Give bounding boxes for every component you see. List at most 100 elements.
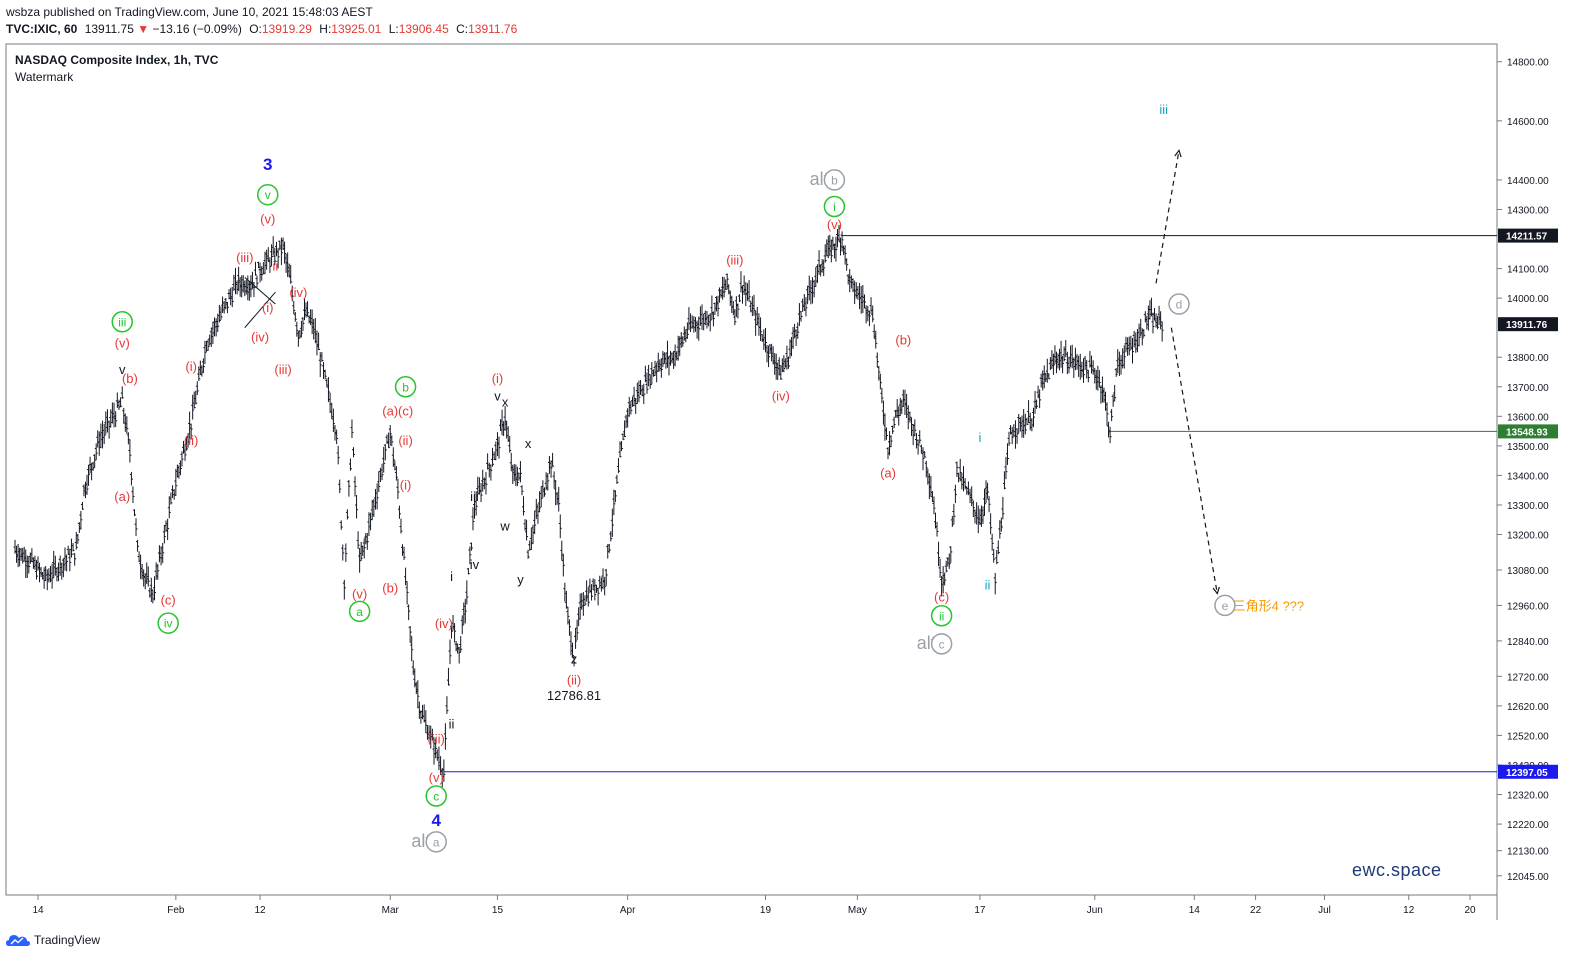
wave-label: (iv) xyxy=(435,616,453,631)
wave-label: w xyxy=(499,519,510,534)
wave-label-circle xyxy=(157,612,179,634)
wave-label-circle xyxy=(823,195,846,218)
low-value: 13906.45 xyxy=(398,22,449,36)
wave-label: (b) xyxy=(895,332,911,347)
forecast-arrowhead xyxy=(1212,586,1220,595)
forecast-arrowhead xyxy=(1174,149,1182,158)
y-tick-label: 12045.00 xyxy=(1507,872,1549,883)
high-value: 13925.01 xyxy=(331,22,382,36)
x-tick-label: Mar xyxy=(382,905,400,916)
open-label: O: xyxy=(249,22,262,36)
y-tick-label: 13080.00 xyxy=(1507,566,1549,577)
y-tick-label: 14400.00 xyxy=(1507,176,1549,187)
wave-label: (i) xyxy=(262,300,274,315)
wave-label: (v) xyxy=(115,335,130,350)
wave-label: a xyxy=(356,605,363,619)
y-tick-label: 12720.00 xyxy=(1507,672,1549,683)
y-tick-label: 13400.00 xyxy=(1507,471,1549,482)
x-tick-label: 22 xyxy=(1250,905,1262,916)
wave-label: y xyxy=(517,572,524,587)
wave-label: iii xyxy=(118,315,126,329)
footer-logo-text: TradingView xyxy=(34,933,101,947)
level-price-tag xyxy=(1498,317,1558,332)
wave-label: (iii) xyxy=(726,253,743,268)
wave-label: ii xyxy=(449,717,455,732)
wave-label-circle xyxy=(1168,293,1190,315)
y-tick-label: 14600.00 xyxy=(1507,117,1549,128)
y-tick-label: 12130.00 xyxy=(1507,847,1549,858)
y-tick-label: 12960.00 xyxy=(1507,601,1549,612)
wave-label-circle xyxy=(394,376,417,398)
down-arrow-icon: ▼ xyxy=(137,22,150,36)
wave-label-circle xyxy=(425,831,447,853)
wave-label: (ii) xyxy=(567,672,581,687)
wave-label: (b) xyxy=(122,371,138,386)
wave-label-circle xyxy=(823,169,846,191)
x-tick-label: 14 xyxy=(32,905,44,916)
low-label: L: xyxy=(388,22,399,36)
y-tick-label: 13700.00 xyxy=(1507,383,1549,394)
wave-label: (iv) xyxy=(289,285,307,300)
wave-label-circle xyxy=(425,785,447,807)
forecast-path xyxy=(1155,150,1180,284)
wave-label: (iii) xyxy=(274,362,291,377)
wave-label: x xyxy=(502,395,509,410)
level-price-label: 14211.57 xyxy=(1506,232,1548,243)
wave-label: (a) xyxy=(382,403,398,418)
y-tick-label: 13800.00 xyxy=(1507,353,1549,364)
last-price: 13911.75 xyxy=(84,22,134,36)
wave-label: alt xyxy=(810,169,829,189)
legend-watermark: Watermark xyxy=(15,70,74,84)
wave-label: v xyxy=(265,188,271,202)
y-tick-label: 12220.00 xyxy=(1507,820,1549,831)
y-tick-label: 13200.00 xyxy=(1507,531,1549,542)
x-tick-label: Jun xyxy=(1087,905,1103,916)
level-price-tag xyxy=(1498,424,1558,439)
wave-label: (iv) xyxy=(251,330,269,345)
trendline xyxy=(244,277,276,305)
wave-label: alt xyxy=(411,831,430,851)
price-bars xyxy=(13,224,1164,788)
wave-label: (i) xyxy=(185,359,197,374)
wave-label-circle xyxy=(348,600,371,623)
wave-label: (i) xyxy=(400,477,412,492)
open-value: 13919.29 xyxy=(261,22,312,36)
wave-label: d xyxy=(1176,298,1183,312)
wave-label: i xyxy=(450,569,453,584)
x-tick-label: 19 xyxy=(760,905,772,916)
level-price-label: 13911.76 xyxy=(1506,320,1548,331)
x-tick-label: 17 xyxy=(974,905,986,916)
y-tick-label: 12320.00 xyxy=(1507,791,1549,802)
symbol-name: TVC:IXIC, 60 xyxy=(6,22,78,36)
wave-label: 3 xyxy=(263,155,272,174)
x-tick-label: 20 xyxy=(1464,905,1476,916)
wave-label: (a) xyxy=(880,465,896,480)
wave-label: (i) xyxy=(492,371,504,386)
x-tick-label: 15 xyxy=(492,905,504,916)
y-tick-label: 13600.00 xyxy=(1507,412,1549,423)
wave-label: (v) xyxy=(827,217,842,232)
wave-label: ii xyxy=(939,609,944,623)
footer-logo[interactable]: TradingView xyxy=(6,933,100,947)
tradingview-cloud-icon xyxy=(6,935,30,946)
wave-label: (iii) xyxy=(236,250,253,265)
price-note: 12786.81 xyxy=(547,688,601,703)
wave-label: iv xyxy=(164,617,173,631)
wave-label: (v) xyxy=(352,587,367,602)
x-tick-label: May xyxy=(848,905,867,916)
wave-label: b xyxy=(402,380,409,394)
wave-label: e xyxy=(1222,599,1229,613)
close-label: C: xyxy=(456,22,469,36)
wave-label: (c) xyxy=(161,593,176,608)
price-change: −13.16 (−0.09%) xyxy=(152,22,242,36)
level-price-tag xyxy=(1498,764,1558,779)
wave-label: (v) xyxy=(429,770,444,785)
level-price-label: 12397.05 xyxy=(1506,768,1548,779)
y-tick-label: 14800.00 xyxy=(1507,58,1549,69)
forecast-path xyxy=(1170,327,1218,594)
y-tick-label: 12840.00 xyxy=(1507,637,1549,648)
wave-label: b xyxy=(831,173,838,187)
wave-label-circle xyxy=(930,605,953,627)
wave-label: (c) xyxy=(398,403,413,418)
